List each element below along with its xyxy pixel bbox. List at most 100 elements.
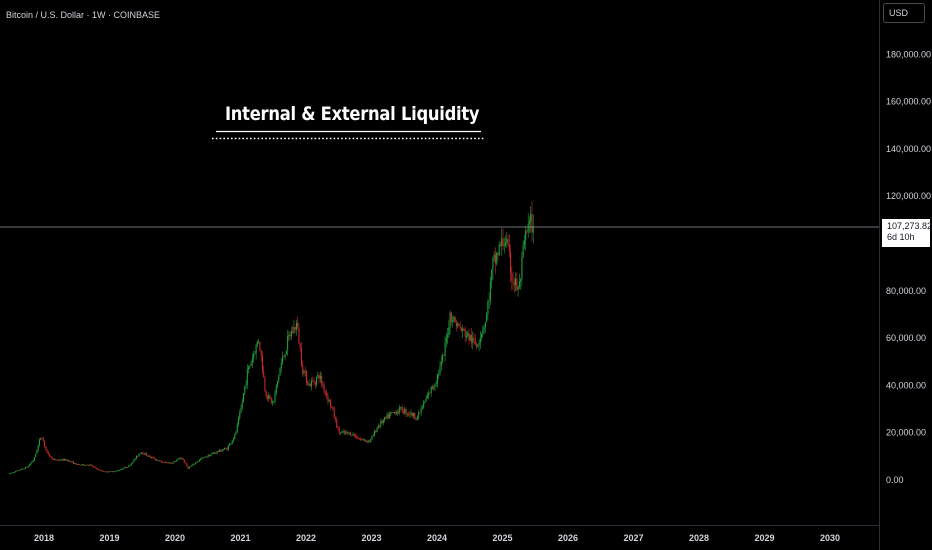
candle-down: [309, 383, 311, 387]
candle-up: [376, 427, 378, 432]
candle-down: [294, 327, 296, 330]
candle-up: [365, 440, 367, 442]
candle-up: [295, 322, 297, 330]
candle-up: [168, 462, 170, 464]
candle-down: [217, 451, 219, 453]
candle-up: [114, 471, 116, 472]
symbol-title[interactable]: Bitcoin / U.S. Dollar · 1W · COINBASE: [6, 10, 161, 20]
candle-down: [353, 433, 355, 436]
candle-down: [305, 371, 308, 384]
candle-down: [350, 432, 352, 436]
candle-up: [467, 333, 469, 336]
candle-up: [310, 380, 313, 387]
year-tick-label: 2025: [492, 533, 512, 543]
candle-up: [487, 301, 489, 315]
candle-up: [276, 380, 279, 386]
candle-down: [265, 390, 267, 397]
candle-down: [385, 417, 387, 418]
candle-down: [56, 460, 58, 461]
candle-up: [410, 412, 412, 415]
candle-up: [172, 462, 174, 464]
candlestick-series: [8, 200, 534, 475]
currency-button[interactable]: USD: [883, 3, 925, 23]
candle-up: [392, 412, 394, 413]
candle-up: [109, 471, 111, 472]
candle-down: [415, 418, 417, 420]
candle-down: [93, 466, 95, 468]
candle-down: [497, 252, 499, 256]
candle-up: [400, 406, 402, 408]
candle-up: [472, 337, 474, 343]
candle-up: [200, 458, 202, 460]
candle-up: [35, 453, 37, 458]
candle-down: [101, 470, 103, 472]
candle-up: [441, 355, 444, 362]
candle-up: [196, 462, 198, 463]
candle-up: [206, 456, 208, 458]
candle-up: [242, 393, 245, 402]
candle-down: [167, 462, 169, 464]
price-tick-label: 120,000.00: [886, 191, 931, 201]
candle-up: [132, 462, 134, 464]
candle-down: [322, 383, 324, 386]
candle-down: [337, 427, 339, 429]
candle-up: [222, 449, 224, 451]
candle-up: [25, 467, 27, 469]
candle-down: [414, 412, 416, 419]
candle-up: [522, 245, 524, 258]
candle-down: [96, 468, 98, 470]
candle-down: [327, 395, 329, 402]
candle-down: [260, 350, 262, 356]
candle-down: [264, 377, 266, 391]
candle-up: [273, 401, 275, 403]
candle-down: [269, 395, 271, 398]
candle-up: [448, 327, 450, 335]
candle-down: [110, 471, 112, 472]
candle-up: [191, 465, 193, 467]
candle-up: [436, 374, 439, 384]
candle-up: [348, 432, 350, 434]
candle-down: [405, 408, 407, 415]
candle-down: [162, 462, 164, 464]
candle-up: [258, 341, 260, 343]
candle-up: [156, 459, 158, 461]
candle-down: [52, 459, 54, 460]
candle-down: [75, 463, 77, 465]
candle-down: [185, 462, 187, 464]
candle-up: [352, 433, 354, 436]
year-tick-label: 2019: [99, 533, 119, 543]
candle-up: [520, 279, 522, 282]
candle-down: [381, 420, 383, 424]
candle-up: [138, 454, 140, 457]
candle-up: [80, 464, 82, 466]
candle-up: [433, 386, 435, 389]
candle-down: [508, 244, 510, 252]
candle-up: [108, 471, 110, 473]
candle-up: [190, 466, 192, 468]
candle-down: [77, 464, 80, 465]
candle-up: [22, 468, 24, 470]
candle-up: [287, 336, 289, 351]
candle-up: [288, 334, 290, 337]
candle-up: [308, 383, 310, 385]
candle-up: [279, 367, 281, 376]
candle-down: [147, 455, 149, 457]
candle-down: [360, 438, 362, 440]
candle-up: [38, 439, 41, 446]
candle-up: [36, 450, 38, 454]
candle-up: [503, 245, 505, 247]
candle-down: [468, 333, 470, 341]
candle-down: [67, 460, 69, 462]
annotation-title[interactable]: Internal & External Liquidity: [224, 103, 480, 125]
candle-down: [208, 455, 211, 457]
price-tick-label: 60,000.00: [886, 333, 926, 343]
year-tick-label: 2024: [427, 533, 447, 543]
candle-up: [85, 464, 87, 466]
candle-up: [462, 328, 464, 332]
candle-up: [396, 411, 398, 415]
price-axis[interactable]: 0.00 20,000.00 40,000.00 60,000.00 80,000.00…: [886, 49, 931, 485]
time-axis[interactable]: 2018 2019 2020 2021 2022 2023 2024 2025 2026 2027…: [34, 533, 840, 543]
candle-up: [207, 455, 209, 457]
candle-up: [124, 466, 126, 469]
